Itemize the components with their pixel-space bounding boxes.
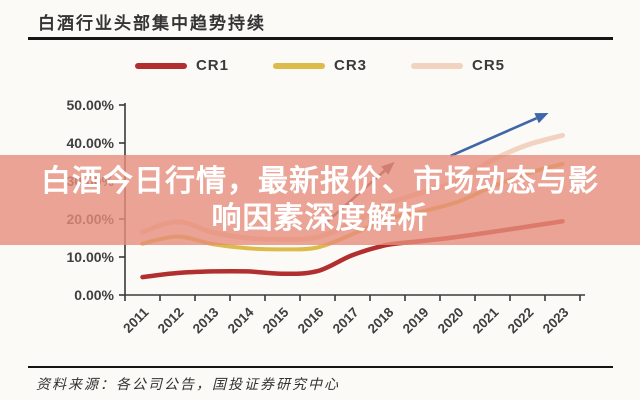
svg-text:2020: 2020 <box>435 305 467 337</box>
cr1-line-swatch <box>134 62 187 69</box>
legend-item-cr5: CR5 <box>411 57 505 74</box>
svg-text:2021: 2021 <box>470 304 502 336</box>
chart-legend: CR1 CR3 CR5 <box>0 57 640 74</box>
legend-label-cr5: CR5 <box>472 57 506 74</box>
headline-text: 白酒今日行情，最新报价、市场动态与影 响因素深度解析 <box>0 163 640 237</box>
svg-text:2017: 2017 <box>330 305 362 337</box>
svg-text:2018: 2018 <box>365 304 397 336</box>
cr3-line-swatch <box>272 62 325 69</box>
page-title: 白酒行业头部集中趋势持续 <box>38 14 266 33</box>
svg-text:2016: 2016 <box>295 304 327 336</box>
svg-text:2012: 2012 <box>155 305 187 337</box>
cr5-line-swatch <box>411 62 463 69</box>
header-divider <box>28 37 613 40</box>
x-axis-ticks <box>124 295 581 301</box>
svg-text:0.00%: 0.00% <box>74 287 114 303</box>
svg-text:2013: 2013 <box>190 304 222 336</box>
top-trend-arrow-icon <box>449 112 549 158</box>
svg-text:2019: 2019 <box>400 305 432 337</box>
footer-divider <box>28 366 613 368</box>
legend-label-cr1: CR1 <box>195 57 229 74</box>
svg-text:2011: 2011 <box>120 304 152 336</box>
headline-overlay: 白酒今日行情，最新报价、市场动态与影 响因素深度解析 <box>0 155 640 245</box>
svg-text:40.00%: 40.00% <box>67 135 115 151</box>
source-note: 资料来源：各公司公告，国投证券研究中心 <box>36 378 340 393</box>
x-axis-labels: 2011 2012 2013 2014 2015 2016 2017 2018 2019 2020… <box>120 304 572 336</box>
headline-line-2: 响因素深度解析 <box>211 202 429 235</box>
legend-label-cr3: CR3 <box>333 57 367 74</box>
legend-item-cr3: CR3 <box>272 57 367 74</box>
svg-text:2014: 2014 <box>225 304 257 336</box>
svg-text:10.00%: 10.00% <box>67 249 115 265</box>
legend-item-cr1: CR1 <box>134 57 229 74</box>
svg-text:2015: 2015 <box>260 304 292 336</box>
svg-text:50.00%: 50.00% <box>67 97 115 113</box>
headline-line-1: 白酒今日行情，最新报价、市场动态与影 <box>41 165 599 198</box>
svg-text:2022: 2022 <box>505 305 537 337</box>
svg-text:2023: 2023 <box>540 304 572 336</box>
